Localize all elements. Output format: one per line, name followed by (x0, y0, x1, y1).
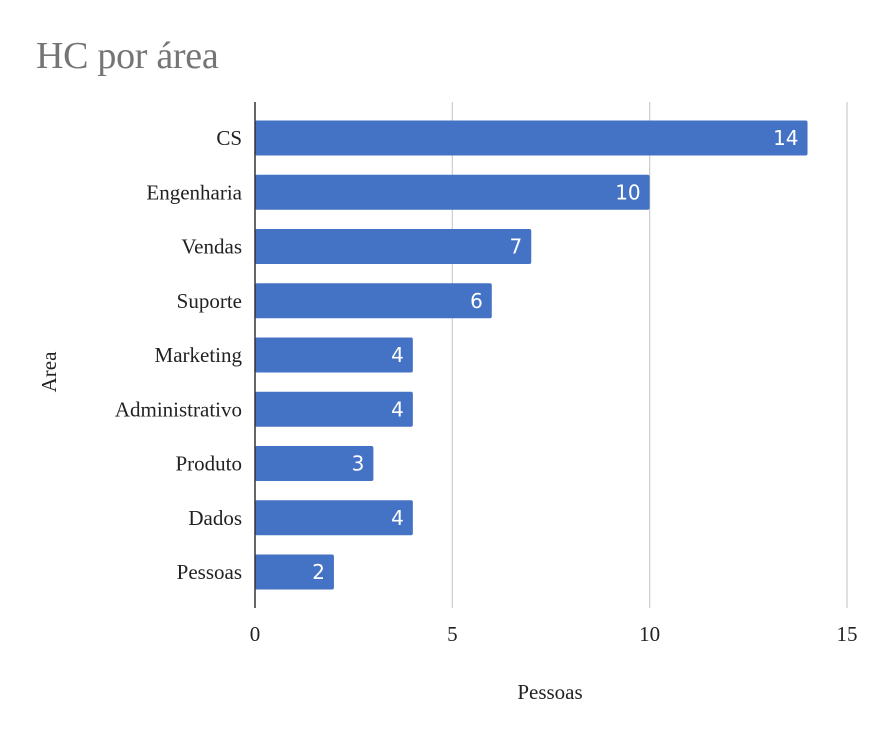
x-tick-label: 15 (837, 622, 858, 646)
bar (255, 174, 650, 210)
category-label: Engenharia (146, 180, 242, 204)
category-label: Suporte (177, 289, 242, 313)
bar (255, 391, 413, 427)
bar (255, 120, 808, 156)
chart-title: HC por área (36, 35, 219, 77)
bar (255, 229, 532, 264)
bar (255, 554, 334, 590)
category-label: Marketing (155, 343, 243, 367)
bar-data-label: 14 (773, 126, 798, 150)
bar (255, 337, 413, 373)
bars: 14 10 7 6 4 4 3 4 2 (255, 120, 808, 590)
category-label: Dados (188, 506, 242, 530)
category-label: Pessoas (177, 560, 242, 584)
x-tick-label: 5 (447, 622, 458, 646)
category-label: Administrativo (115, 397, 242, 421)
bar (255, 446, 374, 481)
x-tick-label: 10 (639, 622, 660, 646)
axes: 0 5 10 15 CS Engenharia Vendas Suporte Marketing… (115, 102, 858, 646)
bar-data-label: 3 (352, 452, 365, 476)
bar-data-label: 7 (510, 235, 523, 259)
x-tick-label: 0 (250, 622, 261, 646)
y-axis-title: Area (37, 351, 61, 392)
bar-data-label: 4 (391, 506, 404, 530)
bar (255, 283, 492, 319)
x-axis-title: Pessoas (517, 680, 582, 704)
category-label: Vendas (181, 235, 242, 259)
bar-data-label: 6 (470, 289, 483, 313)
bar-data-label: 4 (391, 397, 404, 421)
bar-data-label: 4 (391, 343, 404, 367)
category-label: CS (216, 126, 242, 150)
bar (255, 500, 413, 536)
bar-data-label: 2 (312, 560, 325, 584)
category-label: Produto (175, 452, 242, 476)
bar-data-label: 10 (615, 180, 640, 204)
